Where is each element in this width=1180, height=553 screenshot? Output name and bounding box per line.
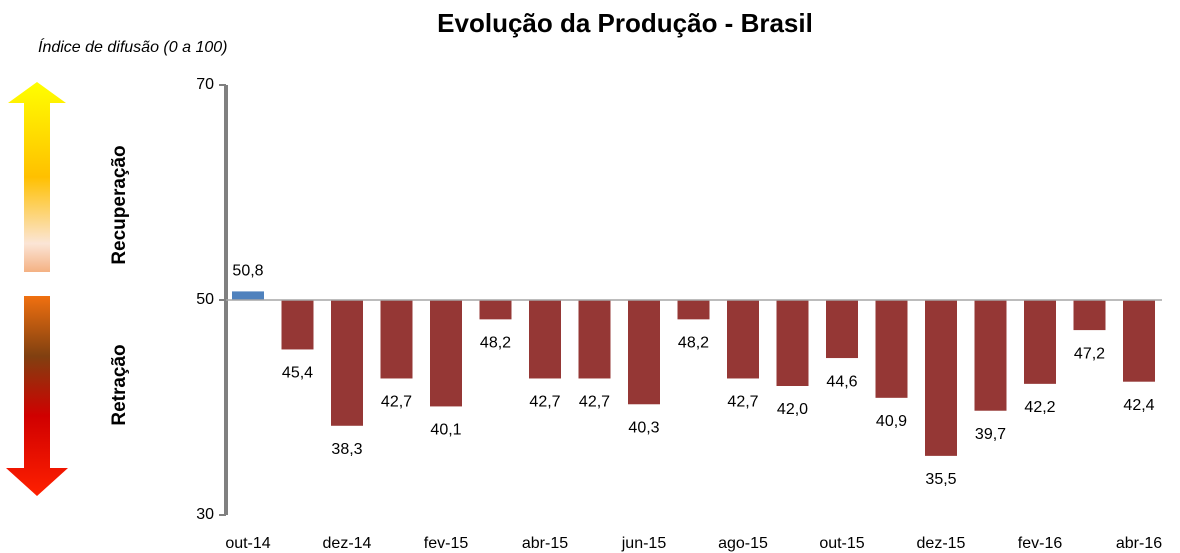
value-label: 42,7 — [727, 394, 758, 411]
bar — [628, 300, 660, 405]
x-tick-label: abr-15 — [522, 535, 568, 552]
annotation: Retração — [109, 344, 130, 425]
x-tick-label: jun-15 — [621, 535, 667, 552]
annotation: Recuperação — [109, 145, 130, 264]
x-tick-label: out-14 — [225, 535, 270, 552]
bar — [479, 300, 512, 320]
x-tick-label: dez-15 — [917, 535, 966, 552]
bar — [925, 300, 957, 456]
value-label: 42,7 — [579, 394, 610, 411]
value-label: 42,0 — [777, 401, 808, 418]
bar — [430, 300, 462, 407]
value-label: 40,1 — [430, 422, 461, 439]
bar — [974, 300, 1007, 411]
bar — [1073, 300, 1106, 331]
subtitle: Índice de difusão (0 a 100) — [38, 37, 227, 56]
value-label: 42,7 — [529, 394, 560, 411]
y-tick-label: 70 — [196, 76, 214, 93]
value-label: 40,3 — [628, 419, 659, 436]
y-tick-label: 30 — [196, 506, 214, 523]
bar — [380, 300, 413, 379]
x-tick-label: ago-15 — [718, 535, 768, 552]
value-label: 44,6 — [826, 373, 857, 390]
bar — [281, 300, 314, 350]
up-arrow — [8, 82, 66, 272]
value-label: 35,5 — [925, 471, 956, 488]
value-label: 39,7 — [975, 426, 1006, 443]
x-tick-label: fev-15 — [424, 535, 469, 552]
x-tick-label: fev-16 — [1018, 535, 1063, 552]
value-label: 48,2 — [480, 335, 511, 352]
bar — [1024, 300, 1056, 384]
bar — [331, 300, 363, 426]
bar — [1123, 300, 1155, 382]
bar — [529, 300, 561, 379]
bar — [727, 300, 759, 379]
bar — [875, 300, 908, 398]
bar — [578, 300, 611, 379]
value-label: 42,2 — [1024, 399, 1055, 416]
value-label: 40,9 — [876, 413, 907, 430]
bar — [677, 300, 710, 320]
value-label: 42,4 — [1123, 397, 1154, 414]
value-label: 47,2 — [1074, 345, 1105, 362]
x-tick-label: out-15 — [819, 535, 864, 552]
down-arrow — [6, 296, 68, 496]
bar — [232, 291, 264, 300]
x-tick-label: abr-16 — [1116, 535, 1162, 552]
x-tick-label: dez-14 — [323, 535, 372, 552]
value-label: 42,7 — [381, 394, 412, 411]
value-label: 50,8 — [232, 263, 263, 280]
chart-title: Evolução da Produção - Brasil — [437, 8, 813, 38]
value-label: 45,4 — [282, 365, 313, 382]
bar — [776, 300, 809, 386]
value-label: 38,3 — [331, 441, 362, 458]
y-tick-label: 50 — [196, 291, 214, 308]
bar — [826, 300, 858, 359]
value-label: 48,2 — [678, 335, 709, 352]
